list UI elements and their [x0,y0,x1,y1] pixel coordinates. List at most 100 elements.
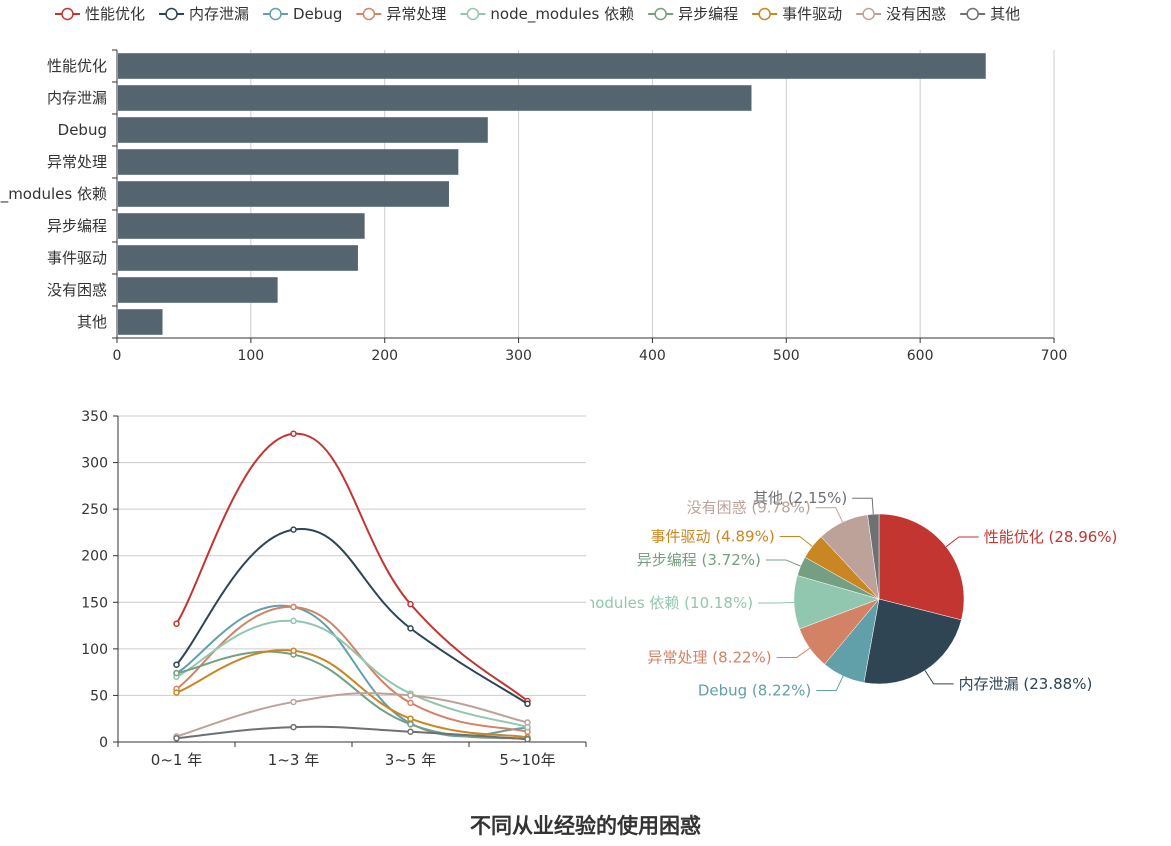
series-line [176,692,528,738]
legend-swatch-marker [654,7,667,21]
legend-item[interactable]: 异常处理 [356,5,446,23]
pie-label: 没有困惑 (9.78%) [687,499,811,517]
pie-label: 性能优化 (28.96%) [984,528,1118,546]
data-point [407,728,414,736]
pie-label: Debug (8.22%) [698,682,811,700]
chart-legend: 性能优化 内存泄漏 Debug 异常处理 node_modules 依赖 异步编程 事件驱动… [55,5,1020,24]
legend-swatch-marker [362,7,376,21]
legend-label: node_modules 依赖 [490,5,634,24]
pie-chart: 性能优化 (28.96%) 内存泄漏 (23.88%) Debug (8.22%) 异… [590,489,1118,700]
data-point [290,603,297,611]
bar [118,85,752,111]
bar [118,309,163,335]
y-tick-label: 没有困惑 [47,281,107,299]
x-tick-label: 200 [371,348,398,364]
data-point [290,430,297,437]
pie-label-line [758,601,795,604]
y-tick-label: 300 [81,456,108,472]
series-line [176,650,528,741]
data-point [290,723,297,731]
pie-slice [863,598,962,685]
y-tick-label: 350 [81,409,108,425]
bar [118,213,365,239]
data-point [524,700,531,708]
pie-label-line [852,497,874,515]
pie-label: 事件驱动 (4.89%) [651,527,775,545]
legend-item[interactable]: node_modules 依赖 [460,5,634,24]
series-line [176,725,528,741]
data-point [407,699,414,707]
x-tick-label: 300 [505,348,532,364]
legend-label: 没有困惑 [886,5,946,23]
pie-label: 异常处理 (8.22%) [648,648,772,666]
legend-swatch-marker [862,7,875,21]
legend-label: 性能优化 [85,5,145,23]
y-tick-label: 150 [81,595,108,611]
legend-item[interactable]: 性能优化 [55,5,145,23]
pie-label-line [945,536,979,548]
legend-item[interactable]: 其他 [960,5,1020,23]
x-tick-label: 100 [237,348,264,364]
bar [118,245,358,271]
y-tick-label: node_modules 依赖 [0,185,107,204]
y-tick-label: 100 [81,642,108,658]
data-point [407,715,414,722]
legend-swatch-marker [269,7,282,21]
pie-label-line [816,675,844,692]
y-tick-label: 250 [81,502,108,518]
legend-label: 其他 [990,5,1020,23]
series-line [176,649,528,739]
pie-label-line [924,670,954,685]
data-point [524,719,531,726]
legend-label: Debug [293,5,342,23]
data-point [173,620,180,627]
line-chart: 0 50 100 150 200 250 300 350 0~1 年 1~3 年 3~5 年 5~10… [81,409,587,769]
legend-swatch-marker [165,7,178,21]
x-tick-label: 1~3 年 [268,751,319,769]
legend-item[interactable]: Debug [263,5,342,23]
data-point [173,669,180,677]
y-tick-label: 200 [81,549,108,565]
data-point [290,526,297,533]
chart-title: 不同从业经验的使用困惑 [470,814,701,838]
pie-label-line [815,507,844,523]
data-point [290,647,297,654]
x-tick-label: 3~5 年 [385,751,436,769]
y-tick-label: 其他 [77,313,107,331]
series-line [176,619,528,729]
legend-item[interactable]: 内存泄漏 [159,5,249,23]
pie-label: 内存泄漏 (23.88%) [959,675,1093,693]
data-point [173,661,180,668]
legend-label: 异常处理 [386,5,446,23]
data-point [173,735,180,742]
x-tick-label: 5~10年 [499,751,555,769]
x-tick-label: 0~1 年 [151,751,202,769]
pie-label: 其他 (2.15%) [753,489,847,507]
pie-label-line [765,559,801,567]
legend-label: 异步编程 [678,5,738,23]
x-tick-label: 700 [1041,348,1068,364]
y-tick-label: 0 [99,735,108,751]
pie-label-line [776,647,810,658]
data-point [407,721,414,728]
data-point [407,625,414,632]
legend-label: 事件驱动 [782,5,842,23]
x-tick-label: 600 [907,348,934,364]
y-tick-label: 性能优化 [47,57,107,75]
x-tick-label: 500 [773,348,800,364]
bar [118,277,278,303]
legend-item[interactable]: 事件驱动 [752,5,842,23]
x-tick-label: 0 [113,348,122,364]
pie-label: 异步编程 (3.72%) [637,551,761,569]
series-line [175,528,529,705]
y-tick-label: 事件驱动 [47,249,107,267]
data-point [407,600,414,608]
y-tick-label: 异步编程 [47,217,107,235]
y-tick-label: 50 [90,688,108,704]
legend-item[interactable]: 异步编程 [648,5,738,23]
pie-slice [878,513,965,621]
legend-swatch-marker [466,7,480,21]
pie-label-line [779,535,813,547]
legend-item[interactable]: 没有困惑 [856,5,946,23]
data-point [524,735,531,743]
